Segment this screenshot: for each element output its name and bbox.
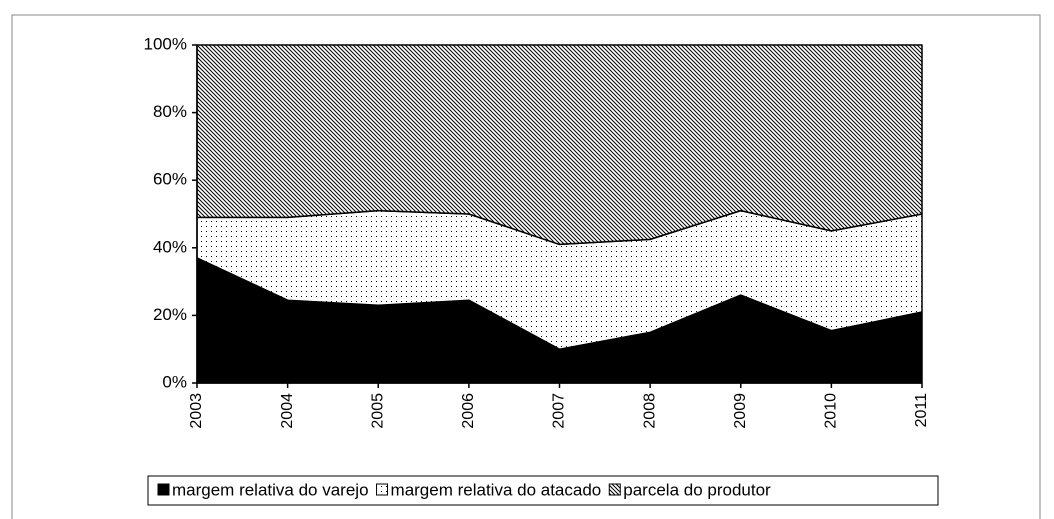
legend-box — [147, 475, 939, 506]
x-tick-label: 2005 — [369, 393, 386, 429]
y-tick-label: 20% — [153, 305, 187, 324]
legend-label: parcela do produtor — [623, 480, 771, 499]
x-tick-label: 2008 — [641, 393, 658, 429]
y-tick-label: 0% — [162, 372, 187, 391]
legend-label: margem relativa do atacado — [391, 480, 602, 499]
area — [196, 44, 923, 246]
chart-frame — [11, 14, 1041, 519]
x-tick-label: 2009 — [732, 393, 749, 429]
x-tick-label: 2011 — [913, 393, 930, 428]
y-tick-label: 60% — [153, 170, 187, 189]
x-tick-label: 2003 — [188, 393, 205, 429]
x-tick-label: 2006 — [460, 393, 477, 429]
y-tick-label: 40% — [153, 237, 187, 256]
legend-swatch — [608, 483, 621, 496]
legend-swatch — [157, 483, 170, 496]
legend-swatch — [376, 483, 389, 496]
y-tick-label: 100% — [144, 34, 187, 53]
y-tick-label: 80% — [153, 102, 187, 121]
x-tick-label: 2007 — [551, 393, 568, 429]
x-tick-label: 2010 — [823, 393, 840, 429]
legend: margem relativa do varejo margem relativa… — [147, 475, 939, 506]
legend-label: margem relativa do varejo — [172, 480, 369, 499]
x-tick-label: 2004 — [279, 393, 296, 429]
